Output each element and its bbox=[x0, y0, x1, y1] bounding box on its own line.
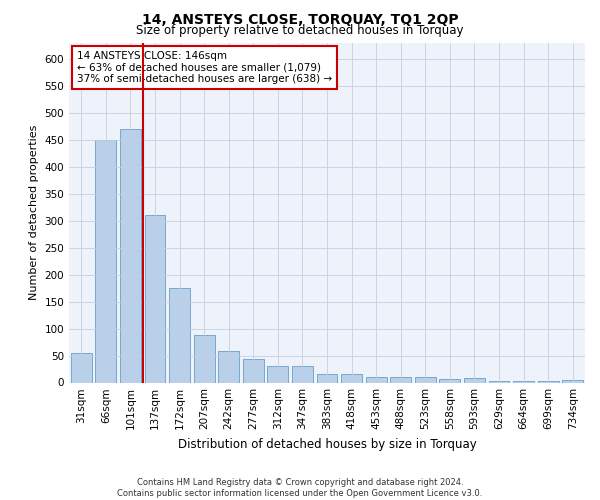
X-axis label: Distribution of detached houses by size in Torquay: Distribution of detached houses by size … bbox=[178, 438, 476, 451]
Bar bbox=[292, 366, 313, 382]
Bar bbox=[538, 381, 559, 382]
Bar bbox=[268, 366, 289, 382]
Text: Size of property relative to detached houses in Torquay: Size of property relative to detached ho… bbox=[136, 24, 464, 37]
Bar bbox=[120, 129, 141, 382]
Bar bbox=[513, 381, 534, 382]
Text: 14 ANSTEYS CLOSE: 146sqm
← 63% of detached houses are smaller (1,079)
37% of sem: 14 ANSTEYS CLOSE: 146sqm ← 63% of detach… bbox=[77, 51, 332, 84]
Bar bbox=[365, 377, 386, 382]
Bar bbox=[317, 374, 337, 382]
Bar bbox=[439, 378, 460, 382]
Bar bbox=[488, 381, 509, 382]
Bar bbox=[390, 377, 411, 382]
Bar bbox=[218, 351, 239, 382]
Y-axis label: Number of detached properties: Number of detached properties bbox=[29, 125, 39, 300]
Bar bbox=[341, 374, 362, 382]
Bar bbox=[415, 377, 436, 382]
Bar bbox=[145, 215, 166, 382]
Text: 14, ANSTEYS CLOSE, TORQUAY, TQ1 2QP: 14, ANSTEYS CLOSE, TORQUAY, TQ1 2QP bbox=[142, 12, 458, 26]
Bar bbox=[71, 353, 92, 382]
Bar bbox=[464, 378, 485, 382]
Bar bbox=[243, 360, 264, 382]
Bar bbox=[194, 335, 215, 382]
Bar bbox=[169, 288, 190, 382]
Bar bbox=[562, 380, 583, 382]
Text: Contains HM Land Registry data © Crown copyright and database right 2024.
Contai: Contains HM Land Registry data © Crown c… bbox=[118, 478, 482, 498]
Bar bbox=[95, 140, 116, 382]
